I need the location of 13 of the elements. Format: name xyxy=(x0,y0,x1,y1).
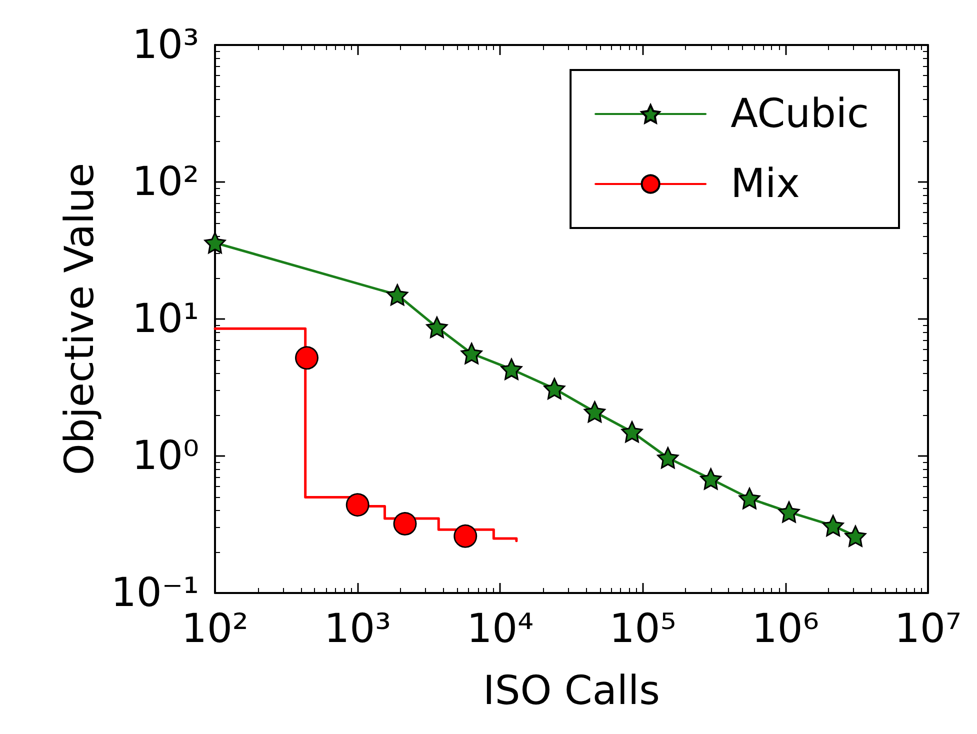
y-tick-label: 10² xyxy=(132,159,199,205)
x-axis-title: ISO Calls xyxy=(483,668,660,714)
x-tick-label: 10³ xyxy=(324,606,392,652)
x-tick-label: 10⁴ xyxy=(466,606,534,652)
x-tick-label: 10⁵ xyxy=(609,606,676,652)
y-axis-title: Objective Value xyxy=(57,162,104,476)
x-tick-label: 10⁶ xyxy=(752,606,819,652)
y-tick-label: 10³ xyxy=(132,22,199,68)
x-tick-label: 10⁷ xyxy=(894,606,962,652)
y-tick-label: 10⁰ xyxy=(132,433,199,479)
legend-label: Mix xyxy=(730,161,800,207)
y-tick-label: 10¹ xyxy=(132,296,199,342)
legend-label: ACubic xyxy=(730,91,869,137)
